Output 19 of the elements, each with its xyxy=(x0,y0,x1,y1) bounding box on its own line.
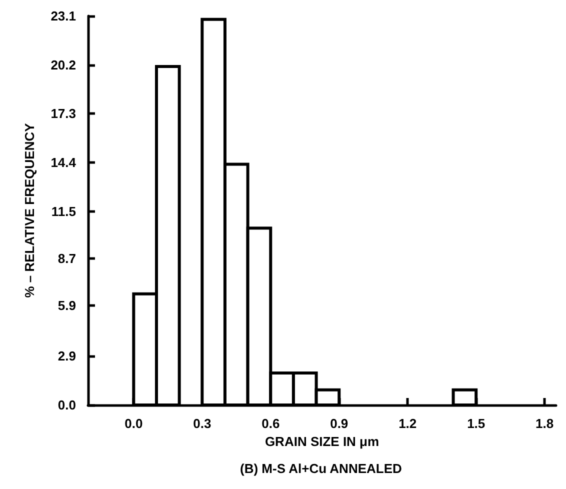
y-tick-label: 11.5 xyxy=(51,204,76,219)
y-tick-label: 17.3 xyxy=(50,106,76,122)
y-tick-label: 5.9 xyxy=(58,298,76,314)
x-tick-label: 0.0 xyxy=(124,416,143,431)
y-tick-label: 14.4 xyxy=(50,155,77,170)
y-tick-label: 2.9 xyxy=(58,348,76,364)
x-tick-label: 0.9 xyxy=(330,416,348,431)
text: (B) M-S Al+Cu ANNEALED xyxy=(240,461,402,476)
x-tick-label: 0.6 xyxy=(262,416,280,431)
y-tick-label: 23.1 xyxy=(50,8,76,24)
y-axis-title: % – RELATIVE FREQUENCY xyxy=(22,122,37,298)
y-tick-label: 20.2 xyxy=(50,57,76,72)
x-tick-label: 1.2 xyxy=(398,416,417,431)
x-axis-title: GRAIN SIZE IN μm xyxy=(264,434,380,449)
x-tick-label: 1.5 xyxy=(467,416,486,431)
x-tick-label: 1.8 xyxy=(536,416,554,431)
x-tick-label: 0.3 xyxy=(193,416,212,431)
y-tick-label: 0.0 xyxy=(58,398,76,412)
y-tick-label: 8.7 xyxy=(58,250,76,266)
